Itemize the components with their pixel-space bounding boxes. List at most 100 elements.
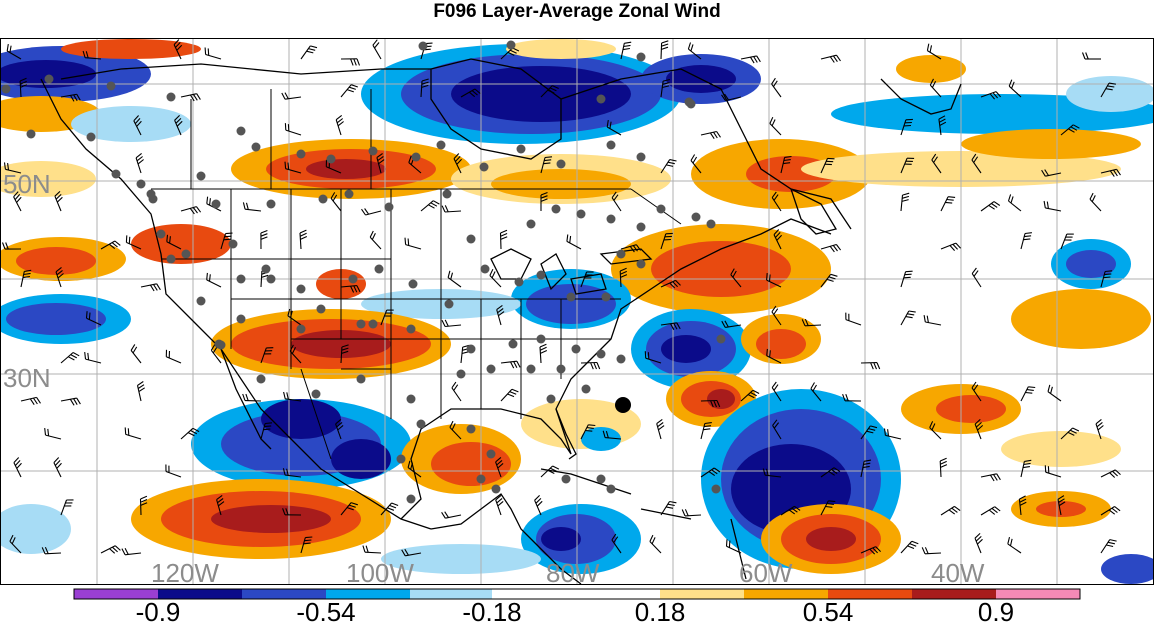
wind-barb-feather — [261, 231, 268, 234]
wind-barb-feather — [774, 309, 778, 315]
wind-barb — [581, 363, 597, 364]
wind-barb-feather — [136, 153, 142, 157]
colorbar-label-5: 0.54 — [803, 597, 854, 622]
wind-barb-feather — [906, 271, 913, 272]
wind-barb-feather — [73, 353, 79, 356]
station-dot — [607, 215, 616, 224]
wind-barb — [46, 435, 62, 439]
wind-barb-feather — [545, 157, 552, 158]
station-dot — [317, 305, 326, 314]
wind-barb-feather — [652, 537, 655, 543]
station-dot — [2, 85, 11, 94]
wind-barb-feather — [989, 205, 995, 209]
wind-barb-feather — [125, 427, 126, 434]
wind-barb-feather — [210, 198, 211, 205]
station-dot — [509, 340, 518, 349]
wind-barb-feather — [710, 133, 714, 139]
wind-barb-feather — [1112, 508, 1118, 512]
station-dot — [345, 190, 354, 199]
wind-barb-feather — [514, 362, 517, 368]
wind-barb — [972, 274, 981, 287]
wind-barb — [141, 499, 142, 515]
wind-barb-feather — [133, 347, 137, 353]
wind-barb-feather — [305, 540, 312, 541]
lon-label-80w: 80W — [546, 558, 600, 584]
wind-barb-feather — [837, 55, 841, 61]
station-dot — [685, 98, 694, 107]
station-dot — [717, 335, 726, 344]
wind-barb-feather — [55, 460, 60, 465]
wind-barb — [126, 434, 141, 439]
wind-barb-feather — [226, 233, 233, 234]
station-dot — [537, 335, 546, 344]
wind-barb-feather — [370, 231, 373, 237]
wind-barb-feather — [553, 466, 559, 469]
station-dot — [112, 170, 121, 179]
wind-barb-feather — [1024, 463, 1031, 464]
wind-barb-feather — [138, 385, 144, 389]
wind-barb-feather — [287, 392, 289, 399]
wind-barb — [650, 542, 661, 554]
wind-barb — [1101, 540, 1110, 553]
station-dot — [481, 265, 490, 274]
wind-barb-feather — [1115, 507, 1121, 511]
colorbar-label-1: -0.9 — [136, 597, 181, 622]
wind-barb-feather — [448, 271, 450, 278]
wind-barb-feather — [351, 59, 354, 66]
wind-barb-feather — [131, 344, 135, 350]
wind-barb-feather — [442, 320, 445, 326]
station-dot — [267, 200, 276, 209]
wind-barb-feather — [754, 57, 758, 63]
station-dot — [297, 285, 306, 294]
wind-barb-feather — [972, 268, 976, 274]
wind-barb — [941, 506, 955, 515]
wind-barb-feather — [757, 56, 761, 62]
wind-barb — [1008, 544, 1021, 553]
wind-barb-feather — [351, 85, 358, 87]
wind-barb-feather — [1011, 539, 1013, 546]
station-dot — [582, 385, 591, 394]
lat-label-50n: 50N — [3, 169, 51, 199]
wind-barb-feather — [567, 235, 568, 242]
wind-barb-feather — [930, 45, 931, 52]
wind-barb-feather — [925, 547, 928, 553]
wind-barb-feather — [1090, 193, 1093, 199]
wind-barb — [331, 198, 341, 211]
wind-barb-feather — [904, 277, 911, 278]
wind-barb-feather — [362, 209, 366, 215]
wind-barb — [981, 202, 994, 211]
wind-barb-feather — [225, 236, 232, 237]
wind-barb-feather — [1047, 202, 1048, 209]
wind-barb-feather — [115, 241, 120, 245]
wind-barb-feather — [14, 458, 19, 463]
wind-barb-feather — [1104, 274, 1111, 275]
wind-barb-feather — [955, 506, 961, 510]
wind-barb-feather — [682, 510, 685, 516]
wind-barb-feather — [591, 363, 594, 370]
wind-barb-feather — [1024, 236, 1031, 237]
wind-barb-feather — [540, 351, 546, 354]
wind-barb-feather — [1027, 390, 1034, 391]
wind-barb-feather — [902, 200, 909, 202]
wind-barb-feather — [405, 238, 406, 245]
wind-barb-feather — [570, 236, 571, 243]
wind-barb-feather — [154, 285, 158, 291]
wind-barb-feather — [34, 398, 38, 404]
wind-barb-feather — [17, 463, 22, 468]
wind-barb-feather — [442, 206, 445, 212]
wind-barb-feather — [190, 208, 194, 214]
wind-barb — [901, 195, 903, 211]
wind-barb — [206, 55, 221, 60]
wind-barb-feather — [307, 51, 314, 53]
station-dot — [607, 141, 616, 150]
station-dot — [267, 275, 276, 284]
wind-barb-feather — [68, 357, 74, 360]
colorbar-label-3: -0.18 — [462, 597, 521, 622]
wind-barb — [207, 280, 221, 287]
station-dot — [397, 455, 406, 464]
station-dot — [467, 425, 476, 434]
wind-barb — [925, 322, 941, 325]
wind-barb-feather — [71, 355, 77, 358]
wind-barb-feather — [305, 537, 312, 538]
wind-barb — [846, 320, 861, 325]
